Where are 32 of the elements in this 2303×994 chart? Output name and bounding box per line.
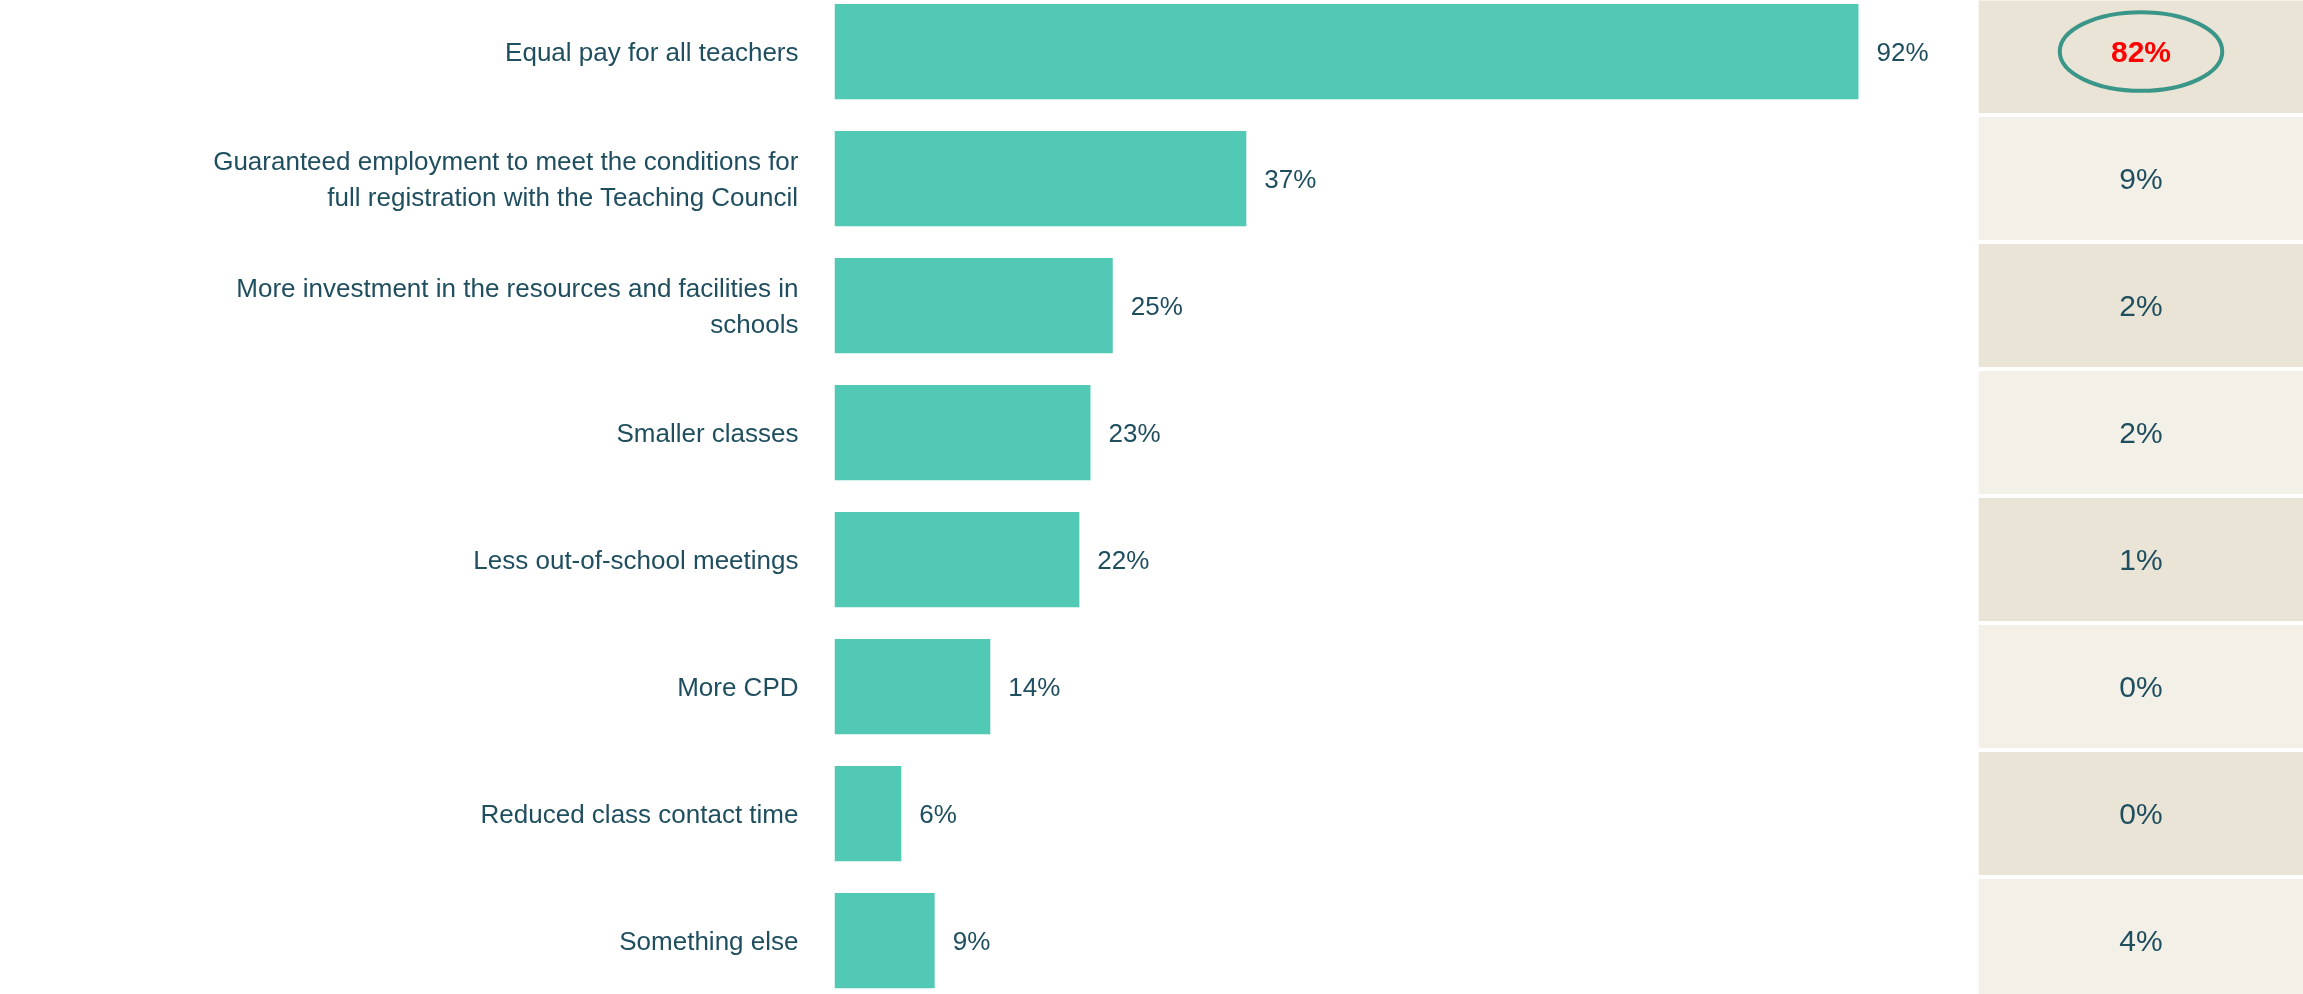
text: 9% bbox=[2119, 162, 2163, 195]
bar bbox=[834, 511, 1080, 608]
y-tick-label: Reduced class contact time bbox=[480, 798, 799, 829]
text: 4% bbox=[2119, 924, 2163, 957]
bar bbox=[834, 3, 1859, 100]
text: 82% bbox=[2110, 35, 2172, 68]
y-tick-label: More CPD bbox=[677, 671, 799, 702]
data-label: 6% bbox=[919, 798, 957, 829]
y-tick-label: Equal pay for all teachers bbox=[505, 36, 799, 67]
data-label: 9% bbox=[952, 925, 991, 956]
data-label: 37% bbox=[1264, 163, 1317, 194]
text: 0% bbox=[2119, 670, 2163, 703]
data-label: 22% bbox=[1097, 544, 1150, 575]
y-tick-label: More investment in the resources and facilities in schools bbox=[236, 272, 799, 339]
text: 2% bbox=[2119, 416, 2163, 449]
data-label: 25% bbox=[1130, 290, 1183, 321]
bar bbox=[834, 257, 1113, 354]
bar bbox=[834, 892, 935, 989]
y-tick-label: Less out-of-school meetings bbox=[473, 544, 799, 575]
data-label: 92% bbox=[1876, 36, 1929, 67]
bar bbox=[834, 765, 902, 862]
bar bbox=[834, 384, 1091, 481]
text: 2% bbox=[2119, 289, 2163, 322]
y-tick-label: Guaranteed employment to meet the conditions for full registration with the Teaching Council bbox=[213, 145, 799, 212]
bar bbox=[834, 130, 1247, 227]
text: 1% bbox=[2119, 543, 2163, 576]
bar bbox=[834, 638, 991, 735]
y-tick-label: Something else bbox=[619, 925, 799, 956]
text: 0% bbox=[2119, 797, 2163, 830]
y-tick-label: Smaller classes bbox=[616, 417, 799, 448]
data-label: 23% bbox=[1108, 417, 1161, 448]
data-label: 14% bbox=[1008, 671, 1061, 702]
